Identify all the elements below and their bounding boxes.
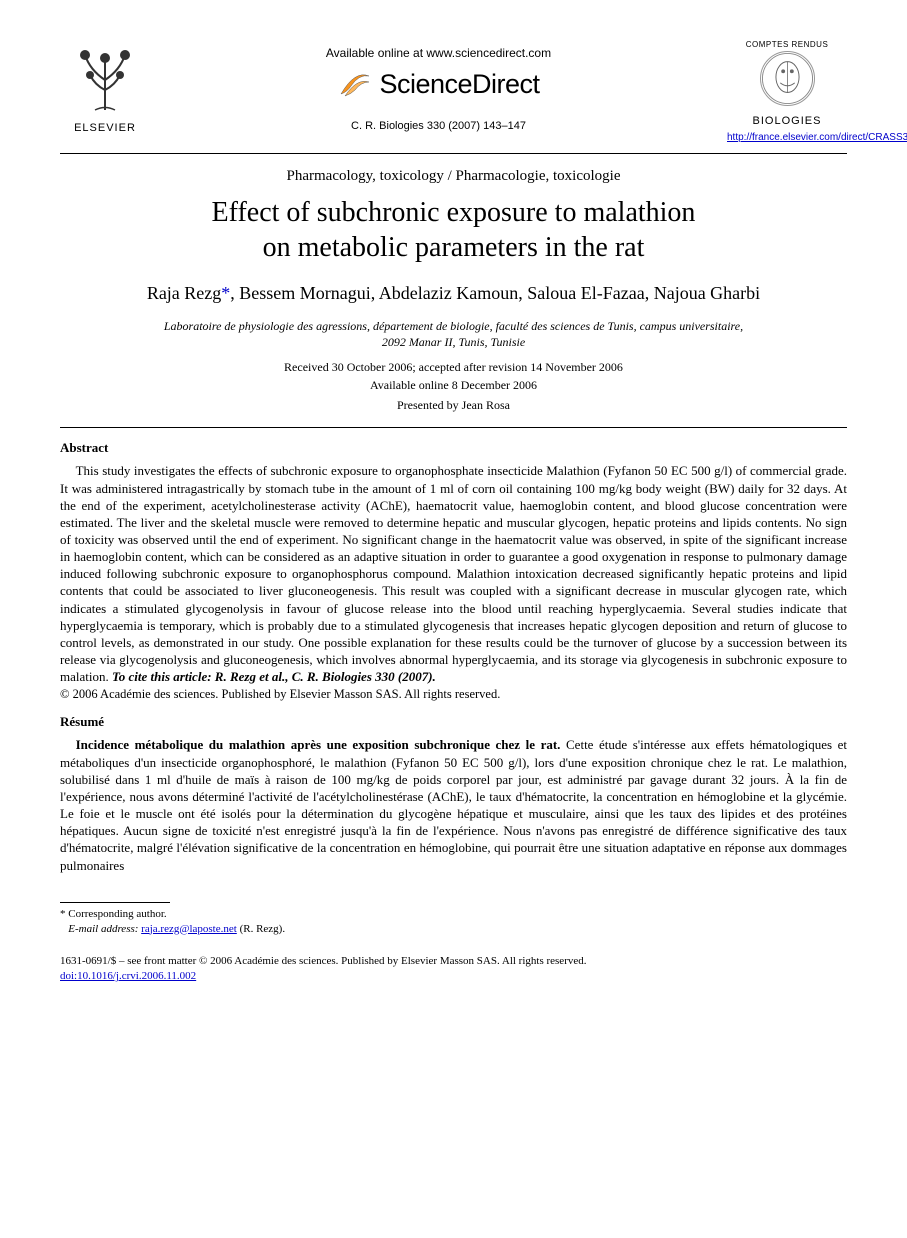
author-list: Raja Rezg*, Bessem Mornagui, Abdelaziz K… xyxy=(60,283,847,304)
abstract-copyright: © 2006 Académie des sciences. Published … xyxy=(60,687,847,702)
title-rule xyxy=(60,427,847,428)
footnote-separator xyxy=(60,902,170,903)
journal-reference: C. R. Biologies 330 (2007) 143–147 xyxy=(150,120,727,132)
sciencedirect-logo: ScienceDirect xyxy=(150,66,727,102)
abstract-text: This study investigates the effects of s… xyxy=(60,463,847,684)
section-label: Pharmacology, toxicology / Pharmacologie… xyxy=(60,168,847,185)
sciencedirect-wordmark: ScienceDirect xyxy=(379,69,539,100)
header-row: ELSEVIER Available online at www.science… xyxy=(60,40,847,145)
footnote-email-name: (R. Rezg). xyxy=(240,923,286,935)
affiliation: Laboratoire de physiologie des agression… xyxy=(60,318,847,350)
corresponding-email-link[interactable]: raja.rezg@laposte.net xyxy=(141,923,237,935)
received-date: Received 30 October 2006; accepted after… xyxy=(284,360,623,374)
footnote-corr-label: Corresponding author. xyxy=(68,908,166,920)
abstract-heading: Abstract xyxy=(60,440,847,456)
journal-brand-block: COMPTES RENDUS BIOLOGIES http://france.e… xyxy=(727,40,847,145)
header-rule xyxy=(60,153,847,154)
author-4: Saloua El-Fazaa xyxy=(527,283,644,303)
article-title: Effect of subchronic exposure to malathi… xyxy=(60,195,847,265)
elsevier-label: ELSEVIER xyxy=(60,122,150,134)
footnote-star: * xyxy=(60,908,66,920)
cite-this-article: To cite this article: R. Rezg et al., C.… xyxy=(112,669,436,684)
abstract-body: This study investigates the effects of s… xyxy=(60,462,847,685)
corresponding-author-footnote: * Corresponding author. E-mail address: … xyxy=(60,907,847,937)
author-2: Bessem Mornagui xyxy=(239,283,370,303)
resume-heading: Résumé xyxy=(60,714,847,730)
corresponding-mark: * xyxy=(221,283,230,303)
available-online-text: Available online at www.sciencedirect.co… xyxy=(150,46,727,60)
journal-top-label: COMPTES RENDUS xyxy=(727,40,847,49)
title-line-1: Effect of subchronic exposure to malathi… xyxy=(212,197,696,228)
journal-homepage-link[interactable]: http://france.elsevier.com/direct/CRASS3… xyxy=(727,132,907,143)
author-5: Najoua Gharbi xyxy=(654,283,760,303)
presented-by: Presented by Jean Rosa xyxy=(60,398,847,413)
affiliation-line-2: 2092 Manar II, Tunis, Tunisie xyxy=(382,335,525,349)
doi-link[interactable]: doi:10.1016/j.crvi.2006.11.002 xyxy=(60,970,196,982)
center-header: Available online at www.sciencedirect.co… xyxy=(150,40,727,132)
resume-text: Cette étude s'intéresse aux effets hémat… xyxy=(60,737,847,872)
resume-body: Incidence métabolique du malathion après… xyxy=(60,736,847,873)
page-footer: 1631-0691/$ – see front matter © 2006 Ac… xyxy=(60,954,847,984)
affiliation-line-1: Laboratoire de physiologie des agression… xyxy=(164,319,743,333)
elsevier-publisher-block: ELSEVIER xyxy=(60,40,150,134)
issn-copyright-line: 1631-0691/$ – see front matter © 2006 Ac… xyxy=(60,954,847,969)
footnote-email-label: E-mail address: xyxy=(68,923,138,935)
title-line-2: on metabolic parameters in the rat xyxy=(263,232,645,263)
author-3: Abdelaziz Kamoun xyxy=(379,283,518,303)
article-dates: Received 30 October 2006; accepted after… xyxy=(60,358,847,394)
journal-bottom-label: BIOLOGIES xyxy=(727,115,847,127)
sciencedirect-swoosh-icon xyxy=(337,66,373,102)
journal-seal-icon xyxy=(760,51,815,106)
available-date: Available online 8 December 2006 xyxy=(370,378,537,392)
elsevier-tree-icon xyxy=(70,40,140,115)
author-1: Raja Rezg xyxy=(147,283,221,303)
resume-lead: Incidence métabolique du malathion après… xyxy=(76,737,561,752)
